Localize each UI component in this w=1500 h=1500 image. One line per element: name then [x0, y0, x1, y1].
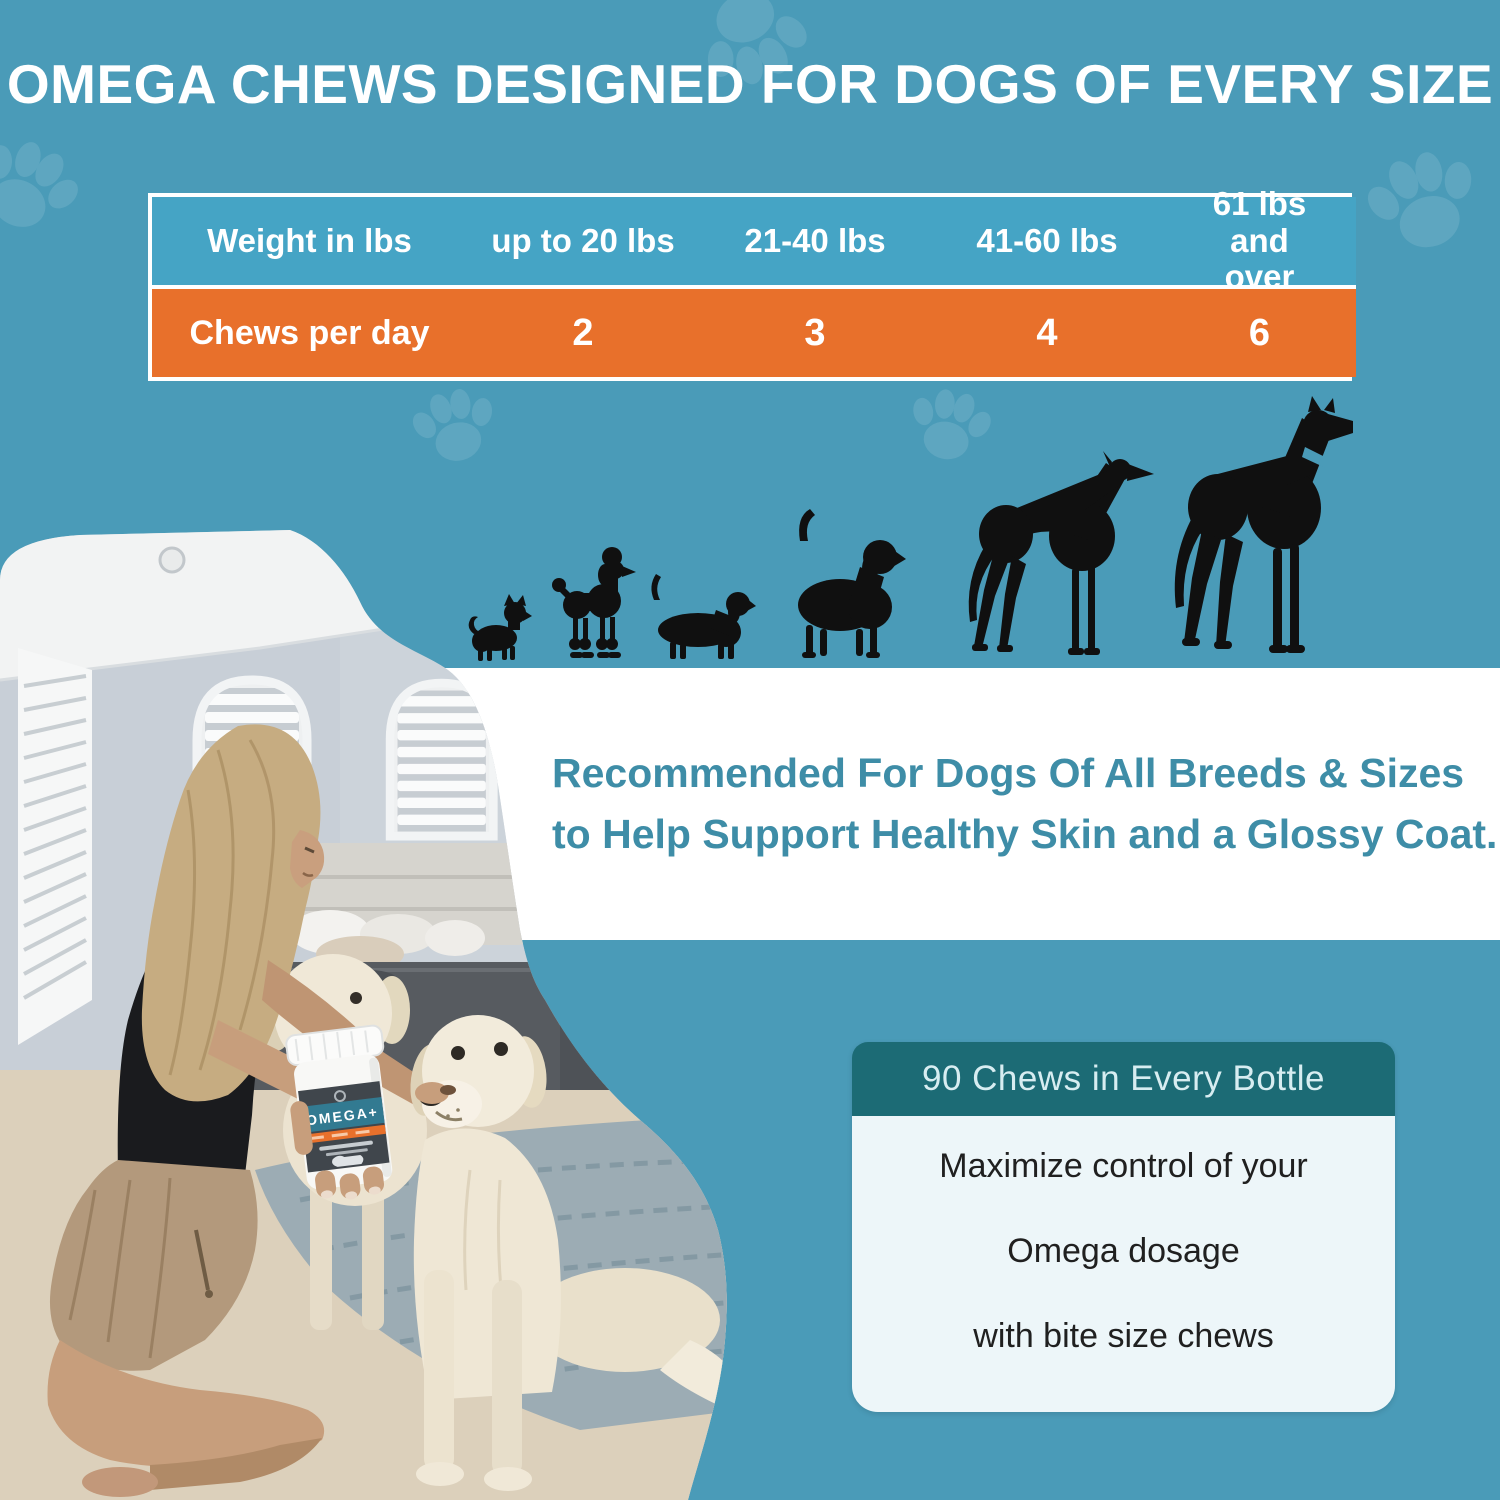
- dosage-table: Weight in lbs up to 20 lbs 21-40 lbs 41-…: [148, 185, 1356, 381]
- omega-chew: [440, 1085, 456, 1095]
- info-card: 90 Chews in Every Bottle Maximize contro…: [852, 1042, 1395, 1412]
- info-card-line-2: Omega dosage: [1007, 1231, 1240, 1270]
- table-header-col2: 21-40 lbs: [699, 197, 931, 285]
- table-cell-chews-3: 4: [931, 285, 1163, 377]
- paw-print-icon: [0, 124, 95, 248]
- table-cell-chews-2: 3: [699, 285, 931, 377]
- table-header-col3: 41-60 lbs: [931, 197, 1163, 285]
- info-card-header: 90 Chews in Every Bottle: [852, 1042, 1395, 1116]
- banner-line-1: Recommended For Dogs Of All Breeds & Siz…: [552, 750, 1465, 796]
- info-card-line-1: Maximize control of your: [939, 1146, 1308, 1185]
- dog-silhouette-dachshund: [651, 574, 756, 659]
- table-cell-chews-1: 2: [467, 285, 699, 377]
- dog-silhouette-beagle: [798, 509, 906, 658]
- dog-silhouette-chihuahua: [468, 594, 532, 661]
- dog-silhouette-great-dane: [1174, 396, 1353, 653]
- paw-print-icon: [1353, 138, 1494, 264]
- photo-supplement-jar: OMEGA+: [285, 1024, 393, 1200]
- table-row-chews-label: Chews per day: [152, 285, 467, 377]
- photo-bedroom-background: OMEGA+: [0, 530, 727, 1500]
- dog-collar: [1302, 447, 1331, 469]
- arched-window: [385, 678, 498, 841]
- table-header-col4: 61 lbs and over: [1163, 185, 1356, 295]
- table-header-weight: Weight in lbs: [152, 197, 467, 285]
- info-card-line-3: with bite size chews: [973, 1316, 1274, 1355]
- lifestyle-photo: OMEGA+: [0, 530, 727, 1500]
- table-cell-chews-4: 6: [1163, 285, 1356, 377]
- ceiling-light: [158, 546, 186, 574]
- dog-silhouette-poodle: [552, 547, 636, 658]
- banner-line-2: to Help Support Healthy Skin and a Gloss…: [552, 811, 1498, 857]
- page-title: OMEGA CHEWS DESIGNED FOR DOGS OF EVERY S…: [6, 53, 1494, 115]
- photo-woman: [47, 724, 430, 1497]
- feeding-hand: [415, 1082, 449, 1104]
- info-card-body: Maximize control of your Omega dosage wi…: [852, 1116, 1395, 1412]
- table-header-col1: up to 20 lbs: [467, 197, 699, 285]
- dog-silhouette-greyhound: [968, 451, 1154, 655]
- side-window: [18, 648, 92, 1045]
- paw-print-icon: [403, 380, 507, 471]
